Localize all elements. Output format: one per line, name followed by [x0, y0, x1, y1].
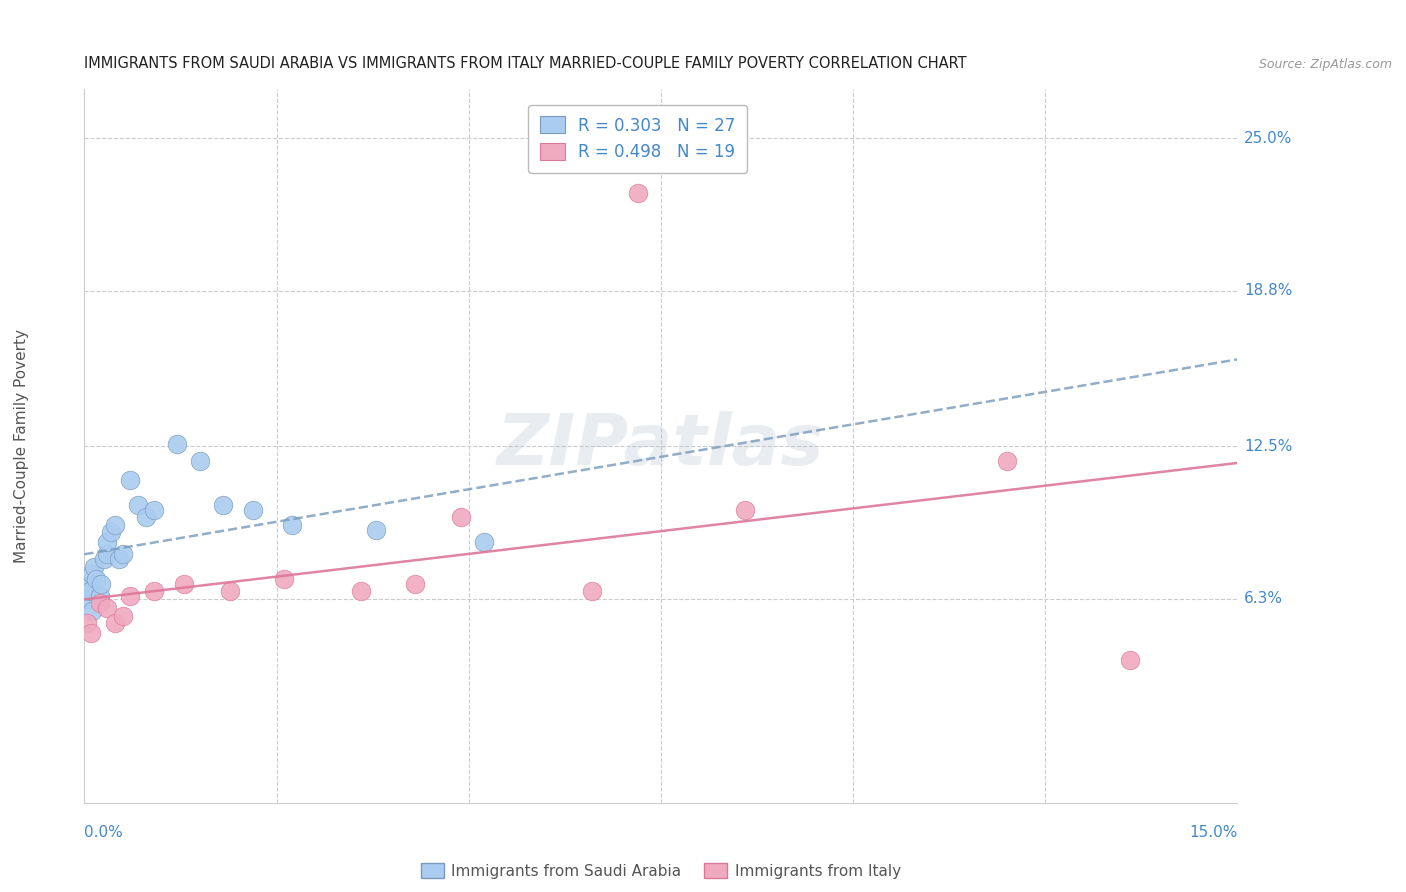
Point — [80, 604, 103, 618]
Point — [273, 572, 295, 586]
Text: 6.3%: 6.3% — [1244, 591, 1284, 606]
Point — [166, 436, 188, 450]
Point — [111, 547, 134, 561]
Text: Married-Couple Family Poverty: Married-Couple Family Poverty — [14, 329, 28, 563]
Point — [111, 608, 134, 623]
Point — [211, 498, 233, 512]
Point — [472, 535, 495, 549]
Point — [404, 576, 426, 591]
Point — [135, 510, 157, 524]
Point — [581, 584, 603, 599]
Point — [84, 572, 107, 586]
Point — [450, 510, 472, 524]
Point — [76, 591, 98, 606]
Point — [89, 597, 111, 611]
Text: 12.5%: 12.5% — [1244, 439, 1292, 453]
Text: ZIPatlas: ZIPatlas — [498, 411, 824, 481]
Point — [93, 552, 115, 566]
Point — [79, 584, 101, 599]
Point — [76, 616, 98, 631]
Point — [995, 454, 1018, 468]
Point — [104, 616, 127, 631]
Point — [96, 547, 118, 561]
Point — [627, 186, 650, 200]
Point — [120, 589, 142, 603]
Text: IMMIGRANTS FROM SAUDI ARABIA VS IMMIGRANTS FROM ITALY MARRIED-COUPLE FAMILY POVE: IMMIGRANTS FROM SAUDI ARABIA VS IMMIGRAN… — [84, 56, 967, 71]
Point — [100, 525, 122, 540]
Point — [89, 589, 111, 603]
Point — [142, 584, 165, 599]
Point — [90, 576, 112, 591]
Point — [80, 566, 103, 581]
Point — [77, 579, 100, 593]
Text: 15.0%: 15.0% — [1189, 825, 1237, 840]
Point — [79, 626, 101, 640]
Point — [281, 517, 304, 532]
Point — [96, 601, 118, 615]
Point — [120, 474, 142, 488]
Point — [96, 535, 118, 549]
Point — [188, 454, 211, 468]
Point — [108, 552, 131, 566]
Text: 18.8%: 18.8% — [1244, 284, 1292, 299]
Text: Source: ZipAtlas.com: Source: ZipAtlas.com — [1258, 58, 1392, 71]
Point — [734, 503, 756, 517]
Point — [366, 523, 388, 537]
Point — [219, 584, 242, 599]
Point — [104, 517, 127, 532]
Point — [83, 559, 105, 574]
Point — [142, 503, 165, 517]
Text: 25.0%: 25.0% — [1244, 131, 1292, 146]
Text: 0.0%: 0.0% — [84, 825, 124, 840]
Point — [242, 503, 264, 517]
Legend: Immigrants from Saudi Arabia, Immigrants from Italy: Immigrants from Saudi Arabia, Immigrants… — [412, 854, 910, 888]
Point — [1118, 653, 1140, 667]
Point — [127, 498, 149, 512]
Point — [173, 576, 195, 591]
Point — [350, 584, 373, 599]
